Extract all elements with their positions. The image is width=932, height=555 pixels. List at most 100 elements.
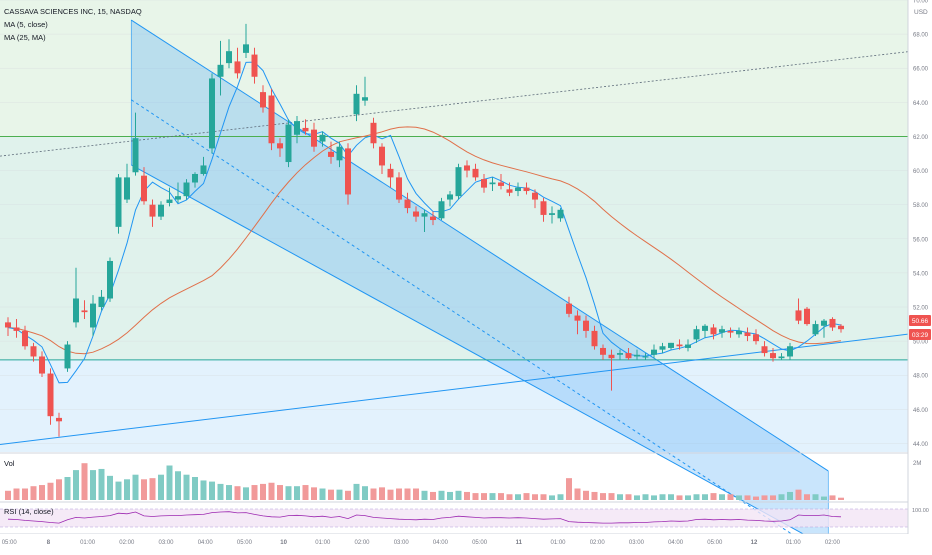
volume-bar[interactable] (787, 491, 793, 500)
volume-bar[interactable] (472, 493, 479, 500)
volume-bar[interactable] (651, 495, 657, 500)
candle-body[interactable] (821, 320, 827, 326)
volume-bar[interactable] (591, 491, 598, 500)
volume-bar[interactable] (438, 490, 445, 500)
volume-bar[interactable] (285, 486, 292, 500)
candle-body[interactable] (736, 330, 742, 335)
candle-body[interactable] (141, 175, 147, 202)
volume-bar[interactable] (56, 479, 62, 500)
volume-bar[interactable] (73, 470, 79, 500)
volume-bar[interactable] (243, 487, 249, 500)
candle-body[interactable] (770, 353, 776, 359)
candle-body[interactable] (676, 344, 683, 347)
volume-bar[interactable] (90, 470, 96, 500)
candle-body[interactable] (532, 192, 538, 200)
candle-body[interactable] (744, 332, 751, 337)
volume-bar[interactable] (464, 491, 470, 500)
candle-body[interactable] (600, 347, 606, 355)
candle-body[interactable] (30, 346, 37, 357)
candle-body[interactable] (345, 148, 351, 195)
candle-body[interactable] (761, 346, 768, 354)
volume-legend[interactable]: Vol (4, 459, 15, 468)
candle-body[interactable] (192, 173, 198, 183)
volume-bar[interactable] (625, 494, 632, 500)
volume-bar[interactable] (710, 493, 717, 500)
candle-body[interactable] (787, 346, 793, 357)
candle-body[interactable] (13, 327, 20, 331)
volume-bar[interactable] (804, 494, 810, 500)
volume-bar[interactable] (166, 465, 173, 501)
volume-bar[interactable] (812, 494, 819, 500)
volume-bar[interactable] (659, 494, 666, 500)
candle-body[interactable] (574, 315, 581, 321)
candle-body[interactable] (566, 303, 572, 314)
volume-bar[interactable] (158, 474, 164, 500)
volume-bar[interactable] (209, 481, 215, 500)
volume-bar[interactable] (753, 496, 759, 500)
candle-body[interactable] (39, 356, 45, 374)
volume-bar[interactable] (515, 494, 521, 500)
volume-bar[interactable] (30, 486, 37, 500)
volume-bar[interactable] (770, 495, 776, 500)
volume-bar[interactable] (481, 493, 487, 500)
candle-body[interactable] (447, 194, 453, 200)
candle-body[interactable] (22, 330, 28, 347)
candle-body[interactable] (421, 213, 428, 217)
candle-body[interactable] (158, 204, 164, 217)
channel-mid-line[interactable] (130, 99, 828, 555)
candle-body[interactable] (702, 325, 708, 331)
volume-bar[interactable] (668, 494, 674, 500)
volume-bar[interactable] (634, 495, 640, 500)
candle-body[interactable] (336, 146, 343, 161)
candle-body[interactable] (693, 329, 700, 340)
candle-body[interactable] (285, 124, 292, 163)
candle-body[interactable] (634, 354, 640, 357)
candle-body[interactable] (183, 182, 190, 197)
candle-body[interactable] (328, 151, 334, 157)
candle-body[interactable] (438, 201, 445, 219)
volume-bar[interactable] (430, 491, 436, 500)
volume-bar[interactable] (617, 494, 623, 500)
candle-body[interactable] (642, 356, 649, 358)
candle-body[interactable] (353, 93, 360, 115)
volume-bar[interactable] (268, 482, 275, 500)
candle-body[interactable] (132, 138, 139, 173)
candle-body[interactable] (260, 92, 266, 108)
candle-body[interactable] (710, 327, 717, 335)
candle-body[interactable] (430, 216, 436, 221)
candle-body[interactable] (481, 179, 487, 188)
candle-body[interactable] (659, 346, 666, 350)
volume-bar[interactable] (413, 488, 419, 501)
candle-body[interactable] (617, 353, 623, 355)
volume-bar[interactable] (234, 486, 241, 500)
candle-body[interactable] (311, 129, 317, 147)
candle-body[interactable] (56, 417, 62, 422)
volume-bar[interactable] (175, 471, 181, 500)
ma25-legend[interactable]: MA (25, MA) (4, 33, 46, 42)
channel-upper-line[interactable] (130, 19, 829, 472)
volume-bar[interactable] (574, 488, 581, 501)
candle-body[interactable] (795, 310, 802, 321)
candle-body[interactable] (64, 344, 71, 369)
rising-trendline[interactable] (0, 333, 909, 445)
candle-body[interactable] (302, 127, 309, 132)
candle-body[interactable] (268, 95, 275, 144)
volume-bar[interactable] (795, 489, 802, 500)
candle-body[interactable] (549, 213, 555, 215)
volume-bar[interactable] (685, 495, 691, 500)
candle-body[interactable] (464, 165, 470, 171)
volume-bar[interactable] (132, 474, 139, 500)
candle-body[interactable] (829, 318, 836, 328)
candle-body[interactable] (515, 187, 521, 192)
volume-bar[interactable] (149, 478, 156, 500)
candle-body[interactable] (591, 330, 598, 347)
candle-body[interactable] (379, 146, 385, 166)
volume-bar[interactable] (600, 493, 606, 500)
volume-bar[interactable] (702, 494, 708, 500)
volume-bar[interactable] (200, 480, 207, 500)
candle-body[interactable] (200, 165, 207, 174)
volume-bar[interactable] (345, 490, 351, 500)
candle-body[interactable] (251, 54, 258, 77)
candle-body[interactable] (209, 78, 215, 149)
volume-bar[interactable] (319, 488, 326, 501)
